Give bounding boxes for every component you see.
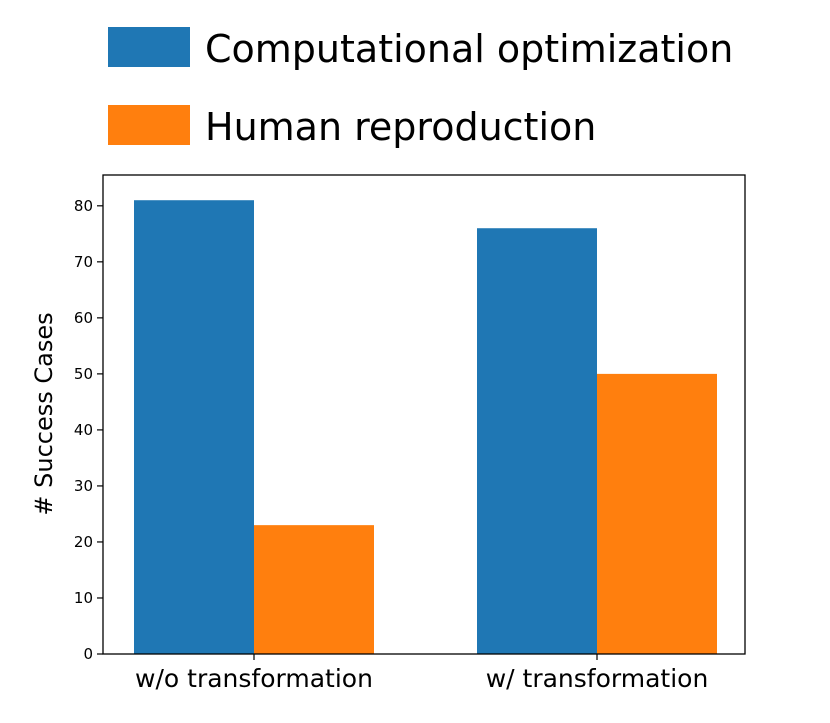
legend-swatch bbox=[108, 27, 190, 67]
y-tick-label: 10 bbox=[74, 589, 93, 607]
legend-label: Computational optimization bbox=[205, 27, 733, 71]
plot-frame bbox=[102, 174, 746, 655]
x-tick-label: w/ transformation bbox=[486, 664, 709, 693]
bar-human-reproduction-0 bbox=[254, 525, 374, 654]
legend-swatch bbox=[108, 105, 190, 145]
x-tick-label: w/o transformation bbox=[135, 664, 373, 693]
bars bbox=[134, 200, 717, 655]
bar-computational-optimization-0 bbox=[134, 200, 254, 655]
legend: Computational optimization Human reproduc… bbox=[108, 27, 733, 149]
y-tick-label: 0 bbox=[83, 645, 93, 663]
y-tick-label: 80 bbox=[74, 197, 93, 215]
y-tick-label: 40 bbox=[74, 421, 93, 439]
y-axis-title: # Success Cases bbox=[30, 312, 58, 515]
y-tick-label: 60 bbox=[74, 309, 93, 327]
y-tick-label: 20 bbox=[74, 533, 93, 551]
x-axis-ticks: w/o transformation w/ transformation bbox=[135, 654, 708, 693]
y-tick-label: 70 bbox=[74, 253, 93, 271]
bar-human-reproduction-1 bbox=[597, 373, 717, 654]
y-axis-ticks: 0 10 20 30 40 50 60 70 80 bbox=[74, 197, 103, 663]
y-tick-label: 30 bbox=[74, 477, 93, 495]
legend-label: Human reproduction bbox=[205, 105, 596, 149]
y-tick-label: 50 bbox=[74, 365, 93, 383]
bar-computational-optimization-1 bbox=[477, 228, 597, 654]
